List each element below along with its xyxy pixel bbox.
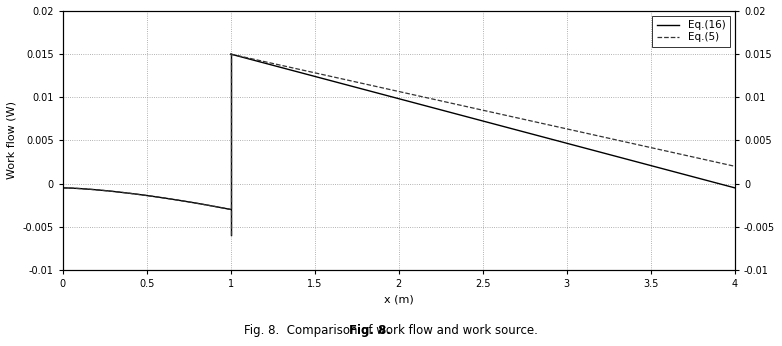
Eq.(16)	[173, 198, 182, 202]
Eq.(16)	[160, 196, 170, 200]
Eq.(16)	[158, 196, 167, 200]
Eq.(16)	[206, 204, 216, 208]
Eq.(5)	[160, 196, 170, 200]
Eq.(5)	[206, 204, 216, 208]
Text: Fig. 8.  Comparison of work flow and work source.: Fig. 8. Comparison of work flow and work…	[244, 324, 538, 337]
Text: Fig. 8.: Fig. 8.	[349, 324, 391, 337]
Eq.(16)	[226, 207, 235, 211]
Line: Eq.(16): Eq.(16)	[63, 188, 231, 209]
Eq.(5)	[167, 197, 176, 201]
Eq.(5)	[158, 196, 167, 200]
Eq.(5)	[132, 192, 142, 196]
Line: Eq.(5): Eq.(5)	[63, 188, 231, 209]
Eq.(5)	[226, 207, 235, 211]
Eq.(5)	[173, 198, 182, 202]
Y-axis label: Work flow (W): Work flow (W)	[7, 101, 17, 180]
Legend: Eq.(16), Eq.(5): Eq.(16), Eq.(5)	[652, 16, 730, 47]
Eq.(16)	[167, 197, 176, 201]
Eq.(5)	[58, 186, 67, 190]
Eq.(16)	[132, 192, 142, 196]
Eq.(16)	[58, 186, 67, 190]
X-axis label: x (m): x (m)	[384, 294, 414, 304]
